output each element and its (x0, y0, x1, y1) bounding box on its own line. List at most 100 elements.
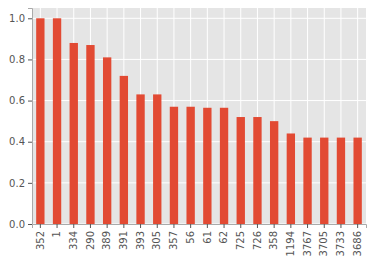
tick-mark (107, 224, 108, 228)
tick-label: 305 (151, 231, 162, 250)
tick-label: 726 (252, 231, 263, 250)
bar (120, 76, 128, 224)
tick: 0.6 (9, 95, 32, 106)
tick-label: 3686 (352, 231, 363, 256)
bar (220, 108, 228, 224)
tick-mark (28, 142, 32, 143)
tick: 358 (268, 224, 279, 250)
bar (153, 94, 161, 224)
tick: 391 (118, 224, 129, 250)
tick-mark (28, 59, 32, 60)
tick: 0.2 (9, 178, 32, 189)
tick: 334 (68, 224, 79, 250)
tick-mark (57, 224, 58, 228)
tick-label: 56 (185, 231, 196, 244)
tick-mark (123, 224, 124, 228)
tick: 0.0 (9, 219, 32, 230)
bar (136, 94, 144, 224)
axis-line (33, 225, 367, 229)
tick-label: 358 (268, 231, 279, 250)
tick-label: 1.0 (9, 13, 25, 24)
tick-mark (40, 224, 41, 228)
tick-label: 0.0 (9, 219, 25, 230)
bar (320, 138, 328, 224)
tick-label: 391 (118, 231, 129, 250)
grid-line (32, 182, 366, 183)
y-axis: 0.0 0.2 0.4 0.6 0.8 1.0 (9, 9, 32, 230)
bar (70, 43, 78, 224)
tick-mark (207, 224, 208, 228)
tick: 3767 (302, 224, 313, 256)
tick-label: 62 (218, 231, 229, 244)
tick-label: 389 (101, 231, 112, 250)
tick-label: 1 (51, 231, 62, 237)
tick: 61 (202, 224, 213, 244)
tick-mark (28, 224, 32, 225)
tick-mark (307, 224, 308, 228)
chart: 0.0 0.2 0.4 0.6 0.8 1.0 352 1 334 290 389 391 393 305… (0, 0, 372, 264)
tick: 726 (252, 224, 263, 250)
tick: 725 (235, 224, 246, 250)
grid-line (32, 141, 366, 142)
bars (36, 18, 362, 224)
tick-mark (157, 224, 158, 228)
tick: 3733 (335, 224, 346, 256)
tick-label: 0.2 (9, 178, 25, 189)
tick-mark (257, 224, 258, 228)
tick: 62 (218, 224, 229, 244)
bar (353, 138, 361, 224)
tick: 56 (185, 224, 196, 244)
tick-mark (324, 224, 325, 228)
bar (103, 57, 111, 224)
tick-label: 393 (135, 231, 146, 250)
tick: 0.8 (9, 54, 32, 65)
tick-label: 3767 (302, 231, 313, 256)
tick: 352 (35, 224, 46, 250)
tick-mark (90, 224, 91, 228)
bar (287, 133, 295, 224)
tick-label: 352 (35, 231, 46, 250)
tick-mark (140, 224, 141, 228)
tick-label: 334 (68, 231, 79, 250)
tick: 0.4 (9, 136, 32, 147)
tick-mark (28, 18, 32, 19)
tick-label: 0.4 (9, 136, 25, 147)
bar (53, 18, 61, 224)
tick-label: 0.6 (9, 95, 25, 106)
tick: 3686 (352, 224, 363, 256)
plot-background (32, 8, 366, 224)
tick-label: 290 (85, 231, 96, 250)
bar (36, 18, 44, 224)
tick-mark (357, 224, 358, 228)
axis-line (28, 9, 33, 225)
bar (303, 138, 311, 224)
bar (237, 117, 245, 224)
tick: 393 (135, 224, 146, 250)
tick-label: 0.8 (9, 54, 25, 65)
tick-mark (340, 224, 341, 228)
tick: 305 (151, 224, 162, 250)
tick-label: 61 (202, 231, 213, 244)
tick: 3705 (318, 224, 329, 256)
bar (170, 107, 178, 224)
tick-mark (190, 224, 191, 228)
grid-line (32, 59, 366, 60)
tick-mark (73, 224, 74, 228)
bar (253, 117, 261, 224)
plot: 0.0 0.2 0.4 0.6 0.8 1.0 352 1 334 290 389 391 393 305… (9, 8, 366, 256)
tick-mark (173, 224, 174, 228)
tick-label: 357 (168, 231, 179, 250)
tick: 389 (101, 224, 112, 250)
tick-mark (274, 224, 275, 228)
bar (270, 121, 278, 224)
tick-mark (28, 101, 32, 102)
tick: 1 (51, 224, 62, 237)
tick-mark (28, 183, 32, 184)
tick-label: 3705 (318, 231, 329, 256)
x-axis: 352 1 334 290 389 391 393 305 357 56 61 62 725 726 358… (33, 224, 367, 256)
bar (186, 107, 194, 224)
tick: 1194 (285, 224, 296, 256)
bar (203, 108, 211, 224)
tick-mark (224, 224, 225, 228)
tick-label: 1194 (285, 231, 296, 256)
